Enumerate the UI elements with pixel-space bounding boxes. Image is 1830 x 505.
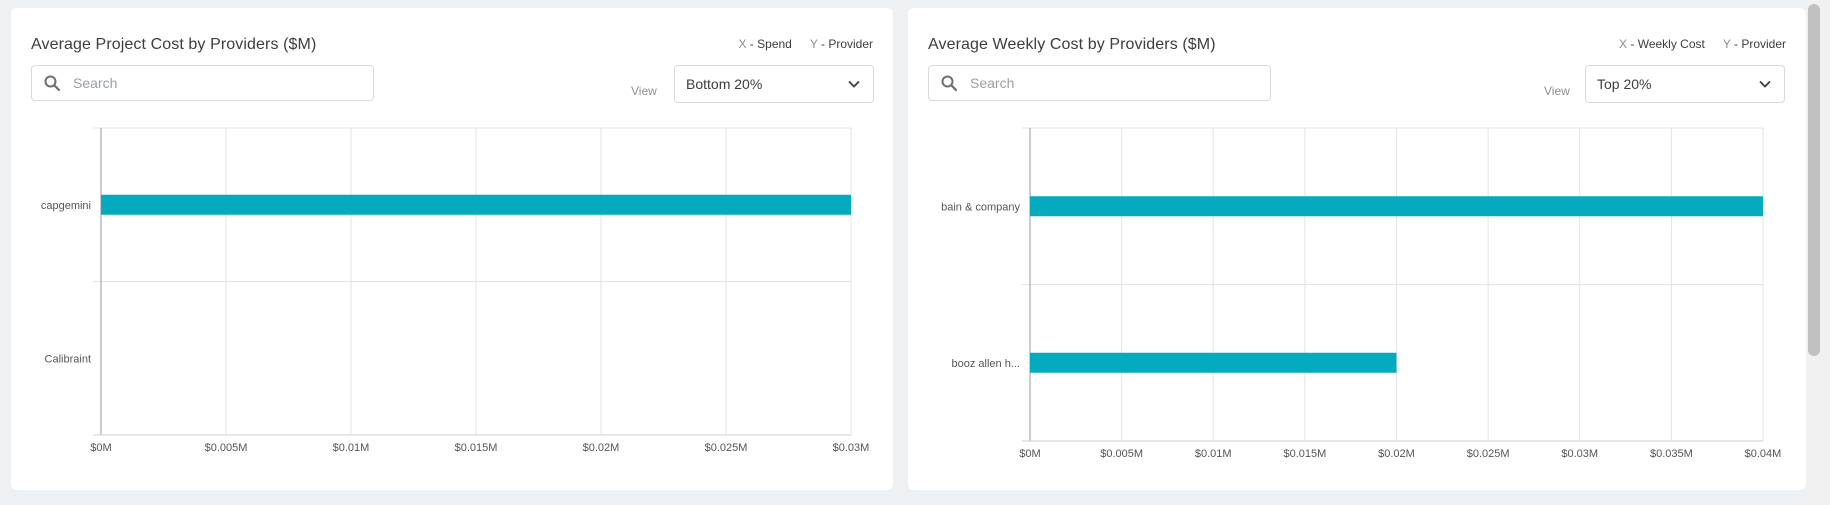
search-input[interactable] bbox=[968, 74, 1252, 92]
y-tick-label: Calibraint bbox=[45, 353, 91, 365]
search-icon bbox=[941, 75, 958, 92]
chart-title: Average Weekly Cost by Providers ($M) bbox=[928, 36, 1216, 53]
chart-title: Average Project Cost by Providers ($M) bbox=[31, 36, 317, 53]
search-input[interactable] bbox=[71, 74, 355, 92]
bar bbox=[1030, 196, 1763, 217]
x-tick-label: $0.015M bbox=[455, 442, 498, 454]
x-tick-label: $0.035M bbox=[1650, 448, 1693, 460]
y-tick-label: bain & company bbox=[941, 201, 1020, 213]
x-tick-label: $0.025M bbox=[1467, 448, 1510, 460]
search-icon bbox=[44, 75, 61, 92]
x-tick-label: $0.03M bbox=[1561, 448, 1598, 460]
y-tick-label: booz allen h... bbox=[952, 358, 1021, 370]
weekly-cost-chart: $0M $0.005M $0.01M $0.015M $0.02M $0.025M $0.0… bbox=[941, 127, 1782, 460]
view-select-value: Top 20% bbox=[1597, 76, 1652, 92]
search-box[interactable] bbox=[31, 65, 374, 101]
x-axis-legend: X - Weekly Cost bbox=[1619, 37, 1705, 51]
x-tick-label: $0M bbox=[90, 442, 111, 454]
bar bbox=[1030, 352, 1397, 373]
view-select[interactable]: Bottom 20% bbox=[674, 65, 874, 103]
project-cost-card: Average Project Cost by Providers ($M) X… bbox=[11, 8, 893, 490]
x-tick-label: $0.02M bbox=[1378, 448, 1415, 460]
y-axis-legend: Y - Provider bbox=[809, 37, 873, 51]
x-tick-label: $0.01M bbox=[333, 442, 370, 454]
view-select-value: Bottom 20% bbox=[686, 76, 763, 92]
x-tick-label: $0.025M bbox=[705, 442, 748, 454]
chevron-down-icon bbox=[848, 80, 860, 88]
scrollbar-thumb[interactable] bbox=[1808, 4, 1820, 356]
y-tick-label: capgemini bbox=[41, 200, 91, 212]
axis-legend: X - Weekly Cost Y - Provider bbox=[1619, 37, 1786, 51]
axis-legend: X - Spend Y - Provider bbox=[738, 37, 873, 51]
x-axis-legend: X - Spend bbox=[738, 37, 792, 51]
search-box[interactable] bbox=[928, 65, 1271, 101]
x-tick-label: $0M bbox=[1019, 448, 1040, 460]
x-tick-label: $0.02M bbox=[583, 442, 620, 454]
x-tick-label: $0.03M bbox=[833, 442, 870, 454]
x-tick-label: $0.005M bbox=[1100, 448, 1143, 460]
x-tick-label: $0.01M bbox=[1195, 448, 1232, 460]
y-axis-legend: Y - Provider bbox=[1722, 37, 1786, 51]
project-cost-chart: $0M $0.005M $0.01M $0.015M $0.02M $0.025M $0.0… bbox=[41, 127, 870, 454]
weekly-cost-card: Average Weekly Cost by Providers ($M) X … bbox=[908, 8, 1806, 490]
chevron-down-icon bbox=[1759, 80, 1771, 88]
x-tick-label: $0.015M bbox=[1283, 448, 1326, 460]
x-tick-label: $0.04M bbox=[1745, 448, 1782, 460]
view-label: View bbox=[1544, 84, 1570, 98]
view-label: View bbox=[631, 84, 657, 98]
bar bbox=[101, 194, 851, 215]
view-select[interactable]: Top 20% bbox=[1585, 65, 1785, 103]
x-tick-label: $0.005M bbox=[205, 442, 248, 454]
